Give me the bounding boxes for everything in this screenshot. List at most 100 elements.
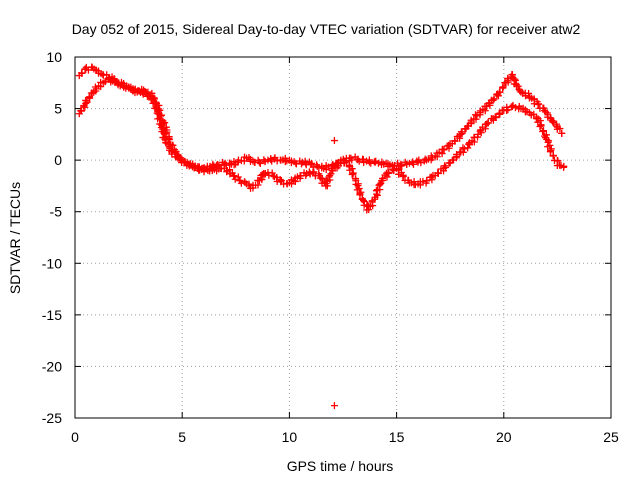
x-tick-label: 25 — [603, 429, 619, 445]
data-point — [511, 104, 519, 112]
data-point — [84, 66, 92, 74]
data-point — [428, 173, 436, 181]
data-point — [409, 160, 417, 168]
data-point — [230, 172, 238, 180]
data-point — [560, 162, 568, 170]
data-point — [388, 165, 396, 173]
data-point — [268, 169, 276, 177]
data-point — [256, 159, 264, 167]
outlier-point — [330, 402, 338, 410]
data-point — [536, 123, 544, 131]
x-tick-label: 20 — [496, 429, 512, 445]
data-point — [310, 168, 318, 176]
data-point — [514, 82, 522, 90]
data-point — [77, 107, 85, 115]
y-tick-label: 0 — [54, 152, 62, 168]
data-point — [308, 159, 316, 167]
data-point — [458, 129, 466, 137]
data-point — [484, 119, 492, 127]
data-point — [78, 69, 86, 77]
data-point — [241, 178, 249, 186]
y-tick-label: -15 — [42, 307, 62, 323]
data-point — [442, 163, 450, 171]
x-tick-label: 10 — [282, 429, 298, 445]
data-point — [399, 172, 407, 180]
data-point — [556, 125, 564, 133]
data-point — [491, 113, 499, 121]
data-point — [453, 152, 461, 160]
data-point — [553, 120, 561, 128]
data-point — [129, 85, 137, 93]
y-tick-label: 5 — [54, 101, 62, 117]
data-point — [83, 98, 91, 106]
data-point — [175, 152, 183, 160]
data-point — [372, 187, 380, 195]
data-point — [163, 128, 171, 136]
data-point — [490, 95, 498, 103]
data-point — [150, 95, 158, 103]
data-point — [342, 158, 350, 166]
data-point — [385, 169, 393, 177]
data-point — [499, 84, 507, 92]
plot-frame — [74, 56, 612, 419]
data-point — [277, 177, 285, 185]
data-point — [489, 96, 497, 104]
data-point — [473, 112, 481, 120]
data-point — [440, 146, 448, 154]
y-tick-label: -10 — [42, 255, 62, 271]
x-tick-label: 5 — [178, 429, 186, 445]
data-point — [460, 145, 468, 153]
data-points — [75, 63, 568, 410]
y-tick-label: -20 — [42, 358, 62, 374]
x-tick-label: 15 — [389, 429, 405, 445]
data-point — [496, 88, 504, 96]
grid-lines — [75, 57, 611, 418]
data-point — [496, 110, 504, 118]
y-tick-label: -25 — [42, 410, 62, 426]
data-point — [367, 159, 375, 167]
data-point — [162, 130, 170, 138]
data-point — [547, 147, 555, 155]
data-point — [165, 136, 173, 144]
data-point — [85, 94, 93, 102]
data-point — [156, 106, 164, 114]
data-point — [537, 122, 545, 130]
data-point — [558, 129, 566, 137]
x-axis-label: GPS time / hours — [287, 458, 394, 474]
data-point — [356, 190, 364, 198]
data-point — [451, 137, 459, 145]
y-axis-label: SDTVAR / TECUs — [7, 182, 23, 294]
data-point — [273, 157, 281, 165]
data-point — [226, 159, 234, 167]
data-point — [536, 117, 544, 125]
data-point — [423, 177, 431, 185]
data-point — [525, 89, 533, 97]
data-point — [457, 128, 465, 136]
data-point — [234, 173, 242, 181]
x-tick-labels: 0 5 10 15 20 25 — [71, 429, 619, 445]
data-point — [417, 159, 425, 167]
data-point — [245, 180, 253, 188]
data-point — [355, 184, 363, 192]
data-point — [539, 127, 547, 135]
y-tick-label: 10 — [46, 49, 62, 65]
y-tick-label: -5 — [50, 204, 63, 220]
data-point — [161, 119, 169, 127]
data-point — [365, 156, 373, 164]
data-point — [88, 89, 96, 97]
data-point — [539, 128, 547, 136]
data-point — [434, 169, 442, 177]
data-point — [398, 162, 406, 170]
data-point — [174, 151, 182, 159]
data-point — [492, 114, 500, 122]
data-point — [384, 169, 392, 177]
x-tick-label: 0 — [71, 429, 79, 445]
data-point — [535, 100, 543, 108]
data-point — [349, 170, 357, 178]
data-point — [508, 71, 516, 79]
data-point — [157, 112, 165, 120]
data-point — [374, 159, 382, 167]
data-point — [134, 87, 142, 95]
outlier-point — [330, 137, 338, 145]
